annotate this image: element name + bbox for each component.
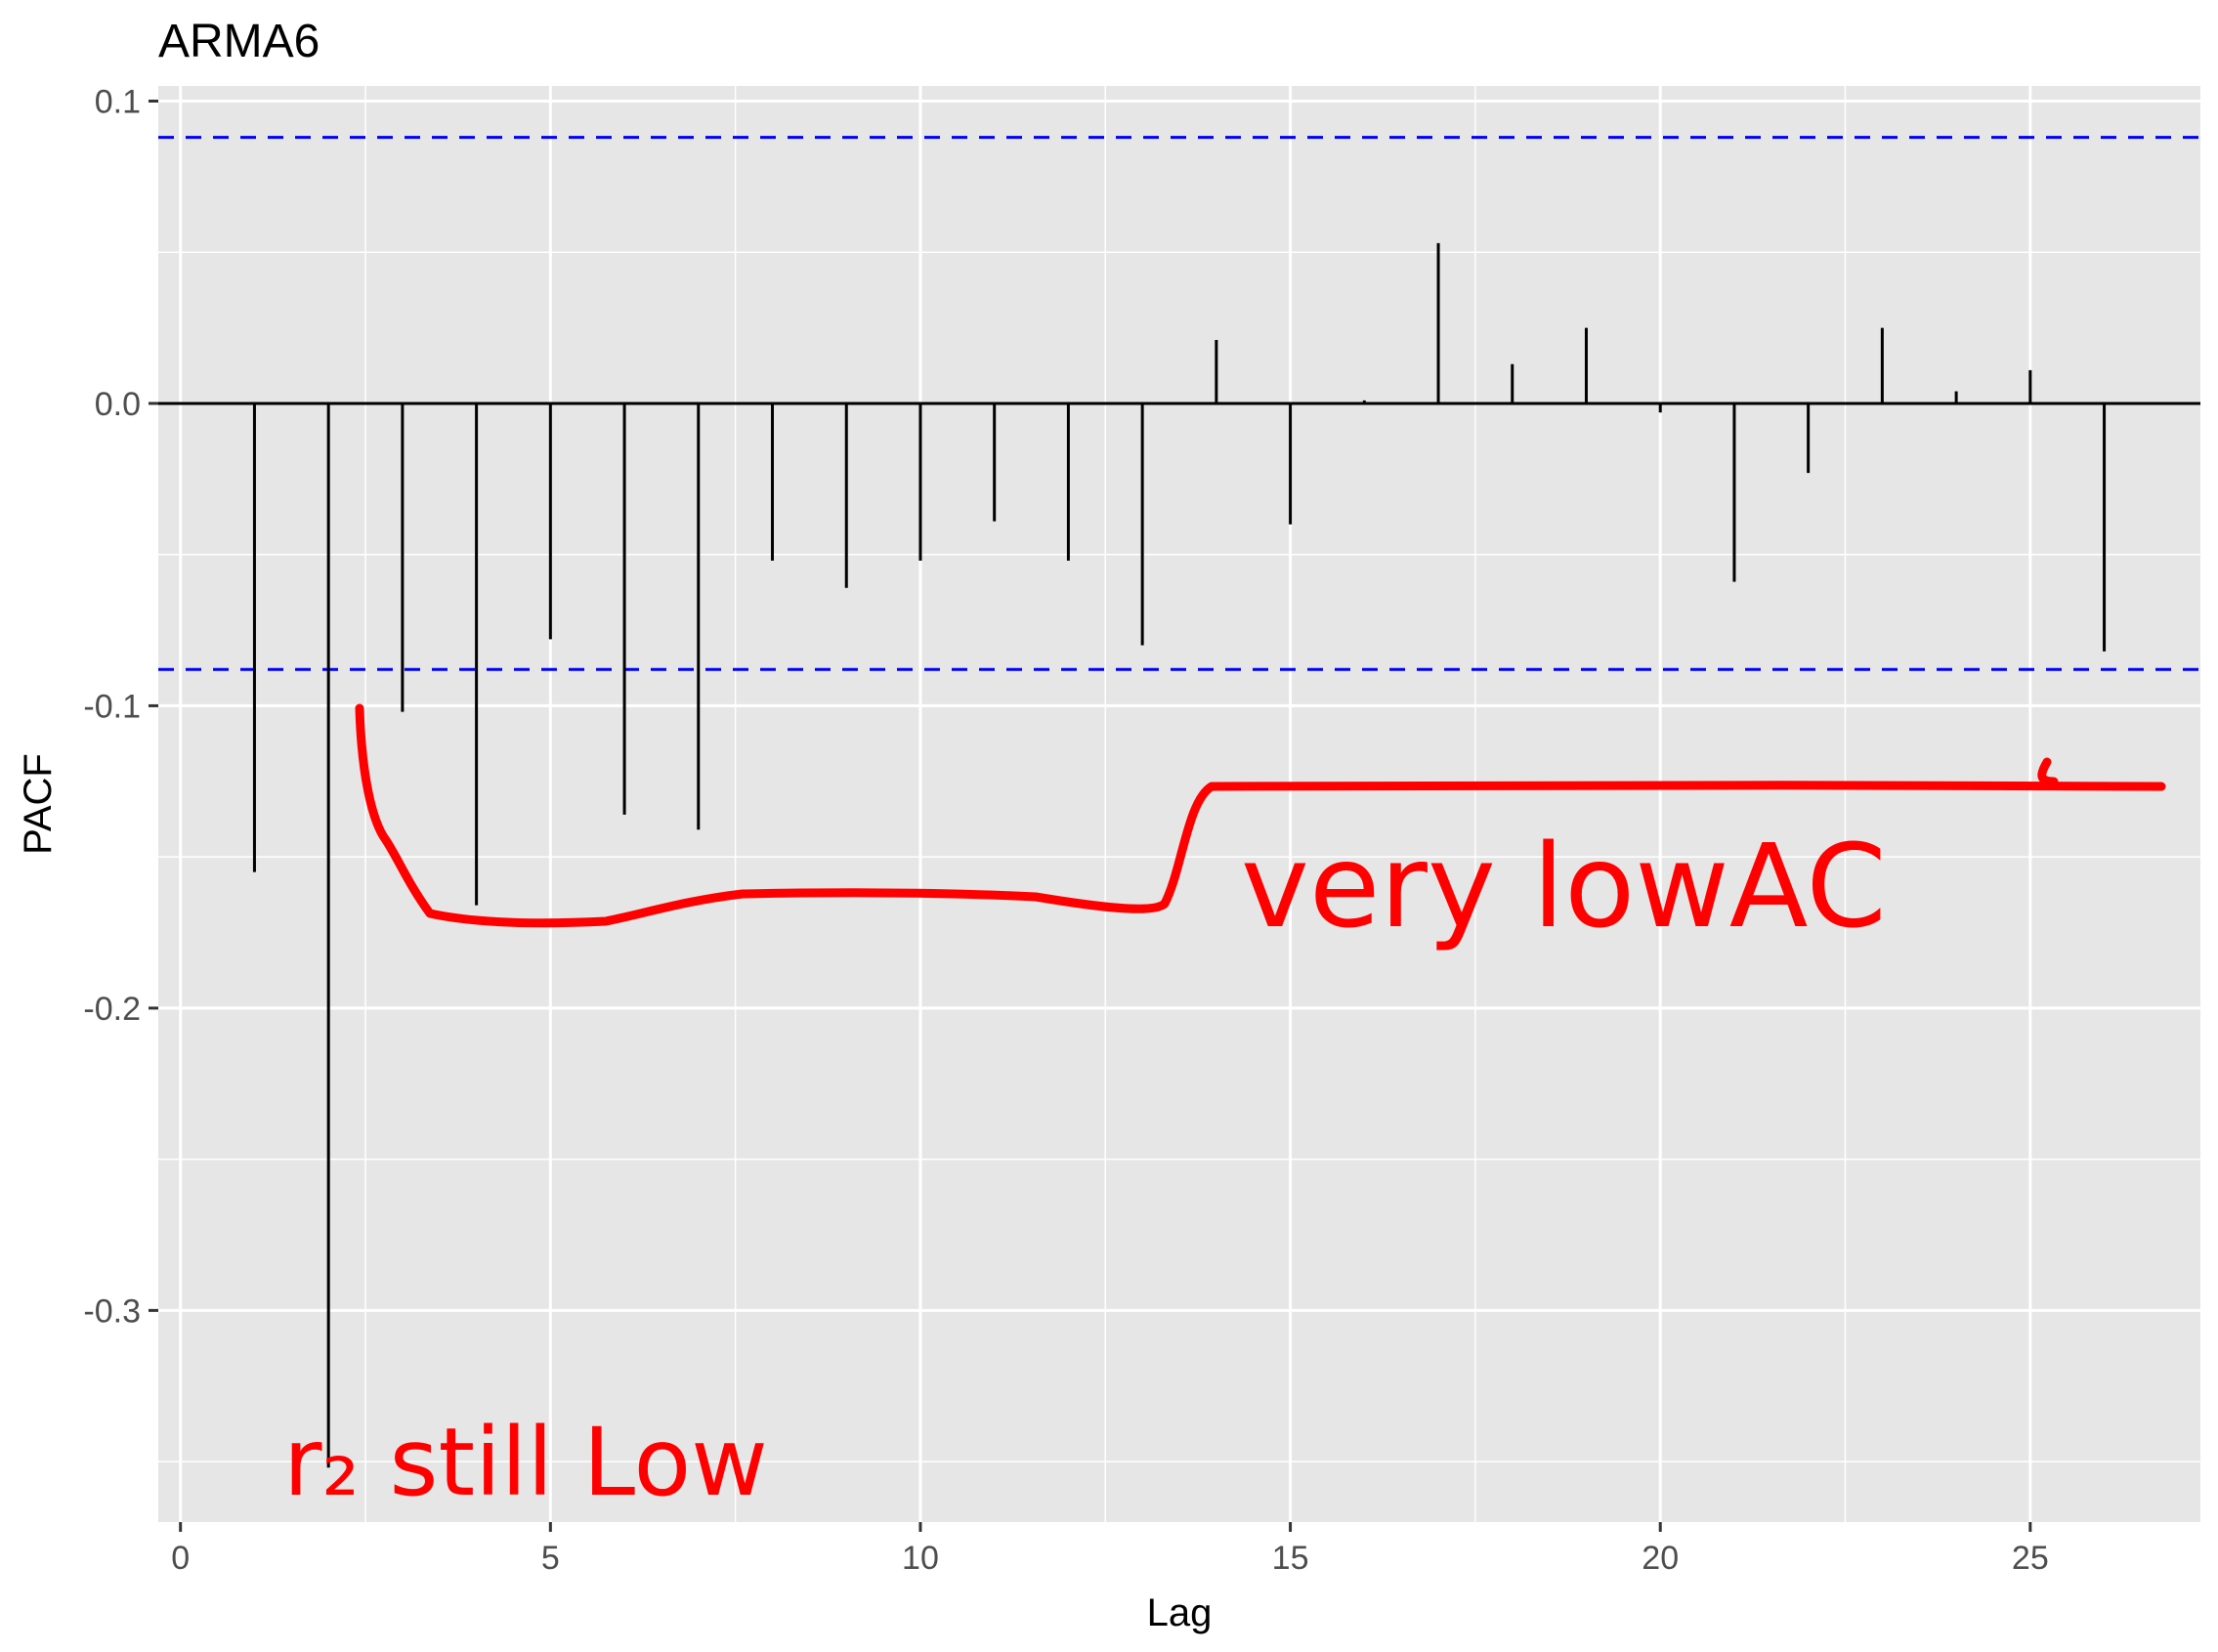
y-tick-label: -0.1 (83, 688, 141, 725)
y-tick-label: -0.3 (83, 1292, 141, 1330)
annotation-arrowhead (2037, 757, 2059, 786)
grid-minor (158, 86, 2200, 1522)
pacf-spikes (252, 242, 2107, 1468)
x-tick-labels: 0 5 10 15 20 25 (171, 1540, 2048, 1577)
x-tick-label: 0 (171, 1540, 190, 1577)
annotation-very-low-ac: very lowAC (1241, 819, 1887, 953)
confidence-bounds (158, 136, 2200, 671)
x-tick-label: 5 (541, 1540, 560, 1577)
plot-panel (158, 86, 2200, 1522)
chart-title: ARMA6 (158, 16, 320, 67)
axis-ticks (149, 99, 2032, 1532)
y-tick-label: 0.0 (95, 386, 141, 423)
x-tick-label: 20 (1642, 1540, 1679, 1577)
y-axis-label: PACF (17, 753, 60, 855)
annotation-ink (355, 703, 2166, 928)
x-tick-label: 25 (2012, 1540, 2049, 1577)
x-axis-label: Lag (1147, 1591, 1213, 1634)
y-tick-labels: 0.1 0.0 -0.1 -0.2 -0.3 (83, 83, 141, 1330)
annotation-r2-still-low: r₂ still Low (283, 1408, 768, 1517)
annotation-bracket (355, 703, 2166, 928)
x-tick-label: 15 (1272, 1540, 1309, 1577)
y-tick-label: -0.2 (83, 991, 141, 1028)
x-tick-label: 10 (902, 1540, 939, 1577)
y-tick-label: 0.1 (95, 83, 141, 120)
